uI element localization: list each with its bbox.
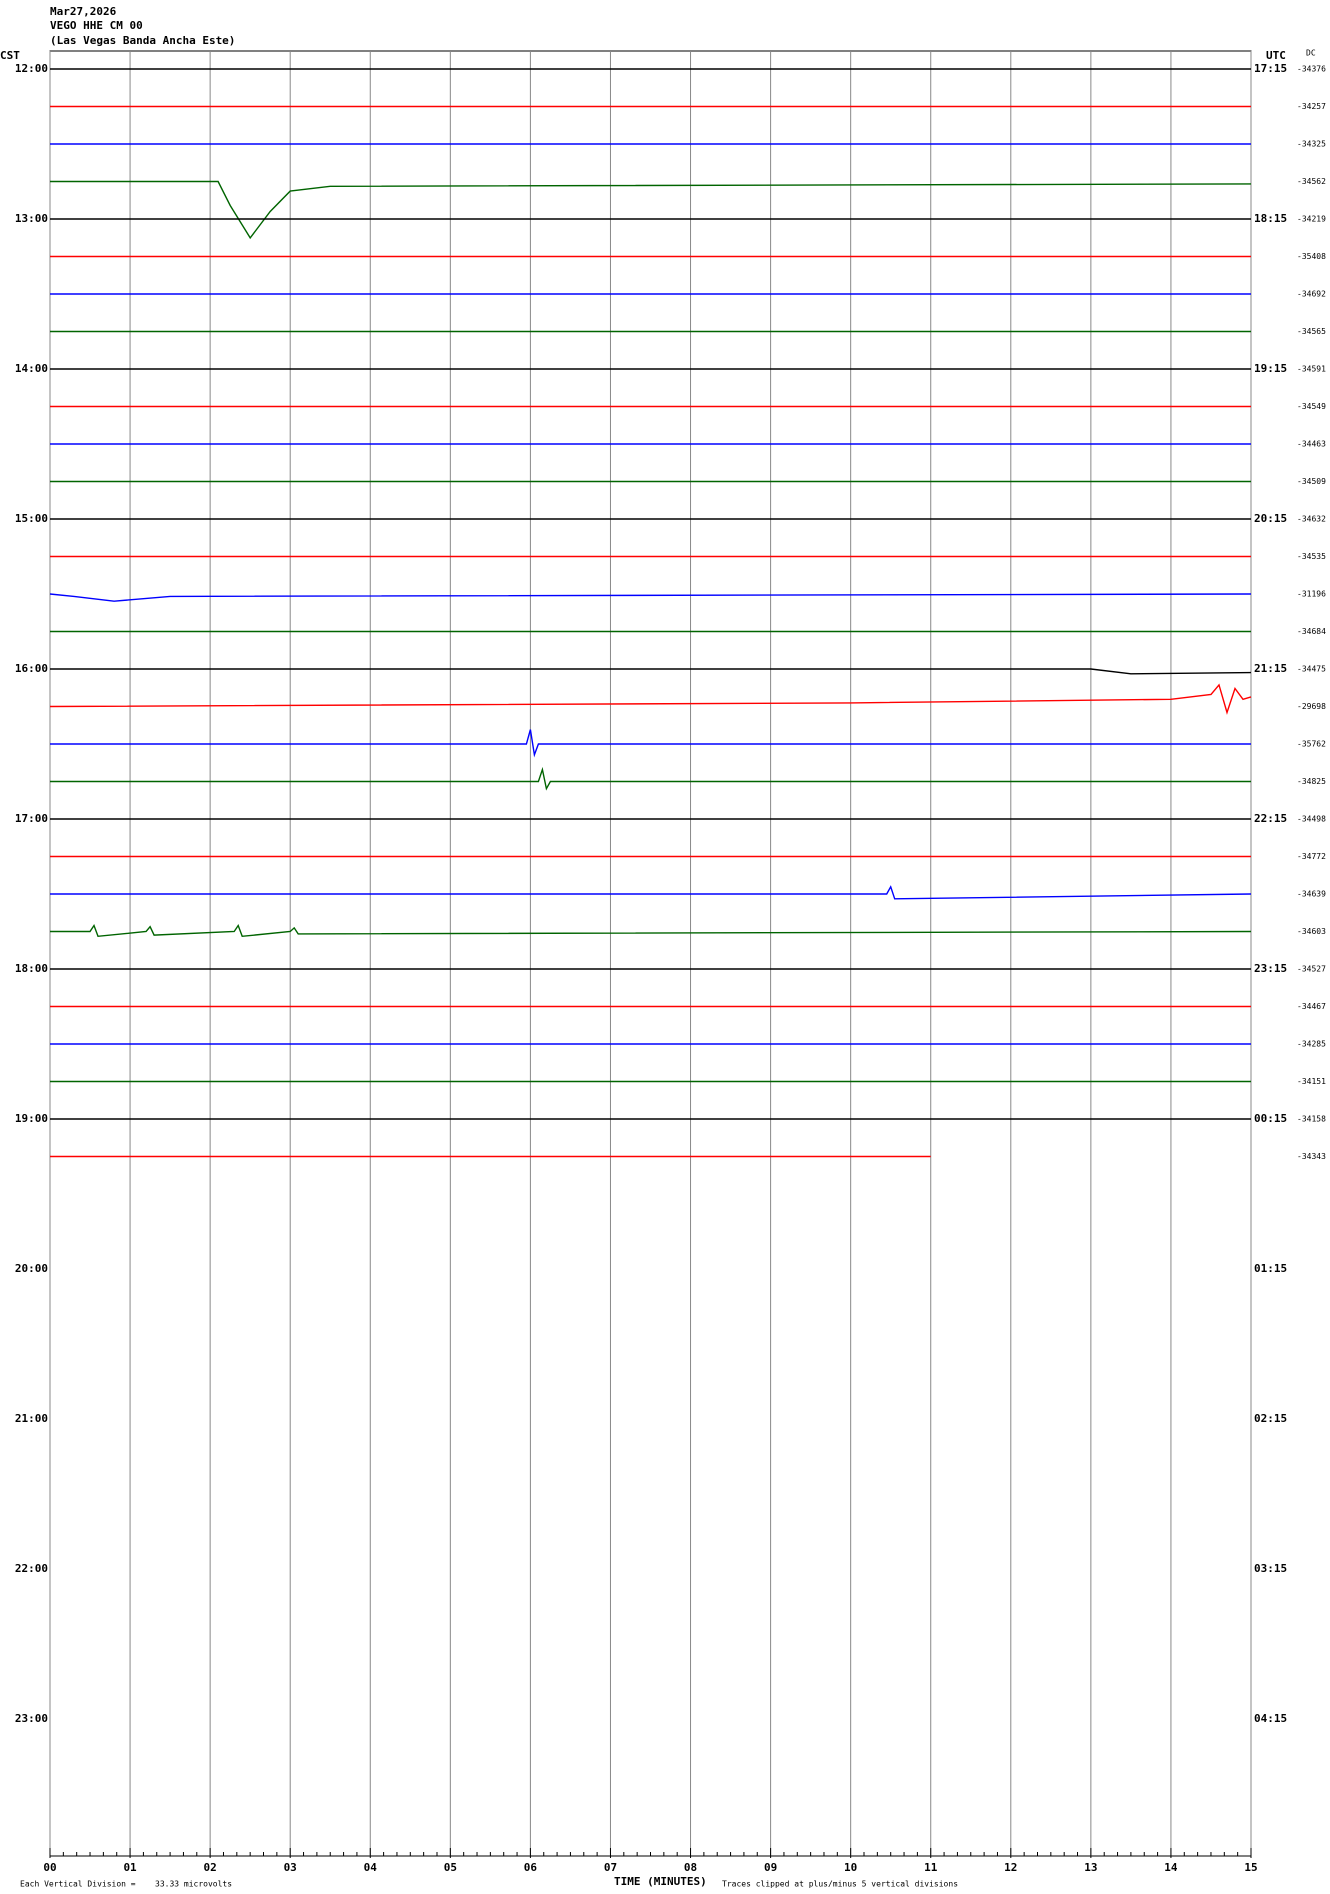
trace [50, 729, 1251, 758]
dc-label: -34475 [1297, 665, 1326, 674]
utc-hour-label: 18:15 [1254, 212, 1287, 225]
header-station: VEGO HHE CM 00 [50, 19, 143, 32]
cst-hour-label: 19:00 [15, 1112, 48, 1125]
x-tick-label: 12 [1004, 1861, 1017, 1874]
dc-title: DC [1306, 49, 1316, 58]
dc-label: -34463 [1297, 440, 1326, 449]
header-date: Mar27,2026 [50, 5, 117, 18]
utc-hour-label: 19:15 [1254, 362, 1287, 375]
x-tick-label: 09 [764, 1861, 777, 1874]
utc-hour-label: 23:15 [1254, 962, 1287, 975]
footer-clip-note: Traces clipped at plus/minus 5 vertical … [722, 1880, 958, 1889]
utc-hour-label: 02:15 [1254, 1412, 1287, 1425]
x-tick-label: 11 [924, 1861, 938, 1874]
cst-hour-label: 20:00 [15, 1262, 48, 1275]
dc-label: -29698 [1297, 702, 1326, 711]
dc-label: -34467 [1297, 1002, 1326, 1011]
dc-label: -34343 [1297, 1152, 1326, 1161]
footer-scale-value: 33.33 microvolts [155, 1880, 232, 1889]
dc-label: -31196 [1297, 590, 1326, 599]
trace [50, 923, 1252, 938]
dc-label: -34535 [1297, 552, 1326, 561]
trace [49, 683, 1252, 715]
dc-label: -34562 [1297, 177, 1326, 186]
left-axis-title: CST [0, 49, 20, 62]
dc-label: -34692 [1297, 290, 1326, 299]
x-tick-label: 00 [43, 1861, 56, 1874]
x-tick-label: 01 [123, 1861, 137, 1874]
dc-label: -34257 [1297, 102, 1326, 111]
header-location: (Las Vegas Banda Ancha Este) [50, 34, 235, 47]
utc-hour-label: 00:15 [1254, 1112, 1287, 1125]
trace [50, 766, 1251, 791]
dc-label: -34376 [1297, 65, 1326, 74]
utc-hour-label: 01:15 [1254, 1262, 1287, 1275]
dc-label: -34565 [1297, 327, 1326, 336]
dc-label: -34632 [1297, 515, 1326, 524]
dc-label: -34151 [1297, 1077, 1326, 1086]
utc-hour-label: 21:15 [1254, 662, 1287, 675]
dc-label: -34684 [1297, 627, 1326, 636]
x-tick-label: 14 [1164, 1861, 1178, 1874]
footer-scale-label: Each Vertical Division = [20, 1880, 136, 1889]
x-tick-label: 05 [444, 1861, 457, 1874]
trace [50, 180, 1252, 240]
cst-hour-label: 13:00 [15, 212, 48, 225]
cst-hour-label: 15:00 [15, 512, 48, 525]
utc-hour-label: 22:15 [1254, 812, 1287, 825]
x-tick-label: 13 [1084, 1861, 1097, 1874]
trace [49, 593, 1252, 602]
dc-label: -34219 [1297, 215, 1326, 224]
cst-hour-label: 14:00 [15, 362, 48, 375]
x-axis-title: TIME (MINUTES) [614, 1875, 707, 1888]
x-tick-label: 04 [364, 1861, 378, 1874]
dc-label: -34825 [1297, 777, 1326, 786]
dc-label: -34158 [1297, 1115, 1326, 1124]
dc-label: -34591 [1297, 365, 1326, 374]
trace [50, 668, 1252, 675]
dc-label: -34498 [1297, 815, 1326, 824]
x-tick-label: 06 [524, 1861, 538, 1874]
dc-label: -34603 [1297, 927, 1326, 936]
utc-hour-label: 04:15 [1254, 1712, 1287, 1725]
x-tick-label: 02 [204, 1861, 217, 1874]
cst-hour-label: 23:00 [15, 1712, 48, 1725]
dc-label: -35762 [1297, 740, 1326, 749]
x-tick-label: 03 [284, 1861, 297, 1874]
utc-hour-label: 03:15 [1254, 1562, 1287, 1575]
dc-label: -34639 [1297, 890, 1326, 899]
dc-label: -34772 [1297, 852, 1326, 861]
dc-label: -34549 [1297, 402, 1326, 411]
cst-hour-label: 17:00 [15, 812, 48, 825]
dc-label: -35408 [1297, 252, 1326, 261]
cst-hour-label: 16:00 [15, 662, 48, 675]
x-tick-label: 08 [684, 1861, 697, 1874]
dc-label: -34285 [1297, 1040, 1326, 1049]
cst-hour-label: 12:00 [15, 62, 48, 75]
dc-label: -34527 [1297, 965, 1326, 974]
dc-label: -34325 [1297, 140, 1326, 149]
x-tick-label: 07 [604, 1861, 617, 1874]
right-axis-title: UTC [1266, 49, 1286, 62]
cst-hour-label: 18:00 [15, 962, 48, 975]
utc-hour-label: 20:15 [1254, 512, 1287, 525]
x-tick-label: 15 [1244, 1861, 1257, 1874]
utc-hour-label: 17:15 [1254, 62, 1287, 75]
plot-frame [49, 50, 1252, 1857]
dc-label: -34509 [1297, 477, 1326, 486]
cst-hour-label: 22:00 [15, 1562, 48, 1575]
cst-hour-label: 21:00 [15, 1412, 48, 1425]
trace [50, 885, 1252, 900]
x-tick-label: 10 [844, 1861, 857, 1874]
